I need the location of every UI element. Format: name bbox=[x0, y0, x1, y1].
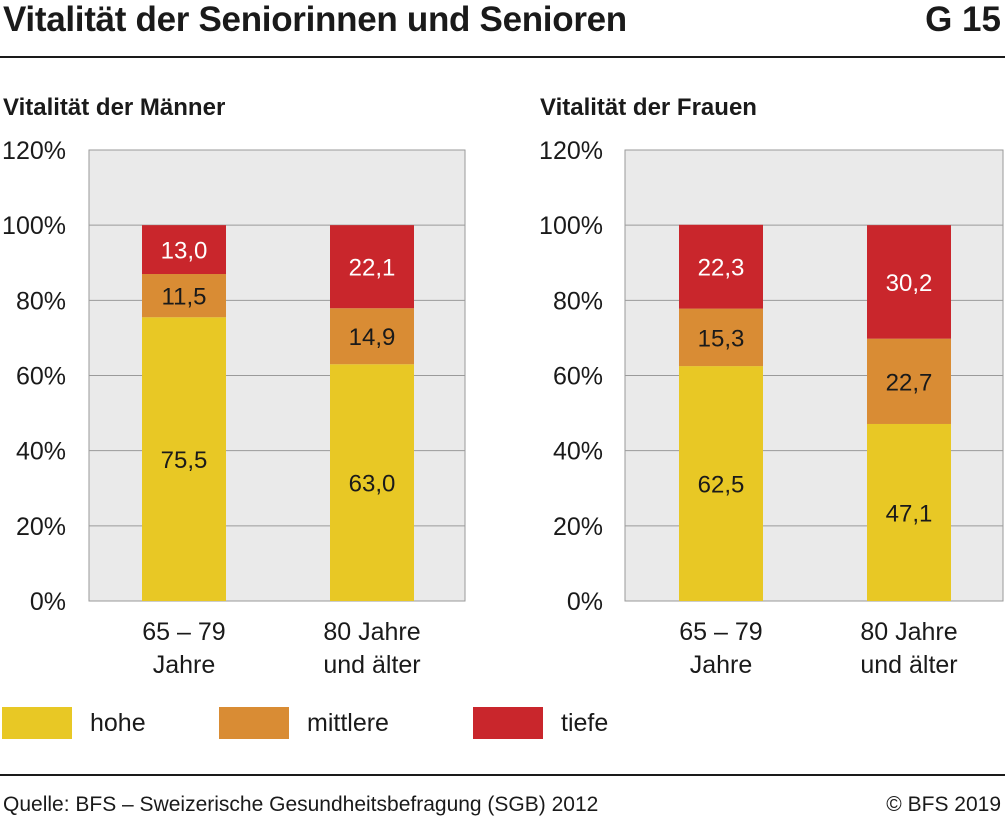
y-tick-label: 60% bbox=[553, 363, 603, 391]
x-category-label: 65 – 79 bbox=[142, 618, 225, 646]
y-tick-label: 20% bbox=[553, 513, 603, 541]
legend-label-mittlere: mittlere bbox=[307, 709, 389, 737]
data-label: 22,7 bbox=[886, 369, 933, 396]
data-label: 14,9 bbox=[349, 324, 396, 351]
bar-segment-hohe bbox=[330, 364, 414, 601]
data-label: 13,0 bbox=[161, 238, 208, 265]
bar-segment-tiefe bbox=[867, 225, 951, 339]
footer-rule bbox=[0, 774, 1005, 776]
plot-frame bbox=[88, 149, 466, 602]
bar-segment-mittlere bbox=[867, 338, 951, 424]
bar-segment-tiefe bbox=[142, 225, 226, 275]
x-category-label: und älter bbox=[860, 651, 957, 679]
x-category-label: 65 – 79 bbox=[679, 618, 762, 646]
source-note: Quelle: BFS – Sweizerische Gesundheitsbe… bbox=[3, 793, 599, 816]
bar-segment-mittlere bbox=[679, 308, 763, 367]
legend-swatch-hohe bbox=[2, 707, 72, 739]
bar-segment-hohe bbox=[867, 423, 951, 601]
data-label: 15,3 bbox=[698, 325, 745, 352]
chart-title: Vitalität der Seniorinnen und Senioren bbox=[3, 0, 627, 39]
x-category-label: und älter bbox=[323, 651, 420, 679]
x-category-label: Jahre bbox=[690, 651, 753, 679]
data-label: 47,1 bbox=[886, 500, 933, 527]
x-category-label: 80 Jahre bbox=[860, 618, 957, 646]
data-label: 22,1 bbox=[349, 255, 396, 282]
y-tick-label: 80% bbox=[16, 287, 66, 315]
figure-code: G 15 bbox=[925, 0, 1001, 39]
data-label: 30,2 bbox=[886, 270, 933, 297]
y-tick-label: 0% bbox=[567, 588, 603, 616]
legend-swatch-mittlere bbox=[219, 707, 289, 739]
y-tick-label: 80% bbox=[553, 287, 603, 315]
legend-label-hohe: hohe bbox=[90, 709, 146, 737]
x-category-label: 80 Jahre bbox=[323, 618, 420, 646]
y-tick-label: 40% bbox=[553, 438, 603, 466]
y-tick-label: 100% bbox=[2, 212, 66, 240]
bar-segment-tiefe bbox=[679, 224, 763, 309]
y-tick-label: 0% bbox=[30, 588, 66, 616]
bar-segment-mittlere bbox=[142, 274, 226, 318]
legend-swatch-tiefe bbox=[473, 707, 543, 739]
y-tick-label: 40% bbox=[16, 438, 66, 466]
data-label: 22,3 bbox=[698, 255, 745, 282]
y-tick-label: 100% bbox=[539, 212, 603, 240]
bar-segment-hohe bbox=[679, 366, 763, 601]
panel-title-women: Vitalität der Frauen bbox=[540, 94, 757, 121]
y-tick-label: 120% bbox=[539, 137, 603, 165]
data-label: 11,5 bbox=[162, 284, 207, 311]
bar-segment-tiefe bbox=[330, 225, 414, 309]
plot-frame bbox=[624, 149, 1004, 602]
data-label: 75,5 bbox=[161, 447, 208, 474]
y-tick-label: 120% bbox=[2, 137, 66, 165]
copyright: © BFS 2019 bbox=[886, 793, 1001, 816]
bar-segment-hohe bbox=[142, 317, 226, 601]
legend-label-tiefe: tiefe bbox=[561, 709, 609, 737]
panel-title-men: Vitalität der Männer bbox=[3, 94, 226, 121]
x-category-label: Jahre bbox=[153, 651, 216, 679]
y-tick-label: 60% bbox=[16, 363, 66, 391]
header-rule bbox=[0, 56, 1005, 58]
data-label: 63,0 bbox=[349, 471, 396, 498]
y-tick-label: 20% bbox=[16, 513, 66, 541]
data-label: 62,5 bbox=[698, 472, 745, 499]
bar-segment-mittlere bbox=[330, 308, 414, 365]
stacked-bar-charts: 0% 20% 40% 60% 80% 100% 120% 75,5 11,5 13,0 65 – 7… bbox=[2, 137, 1004, 679]
